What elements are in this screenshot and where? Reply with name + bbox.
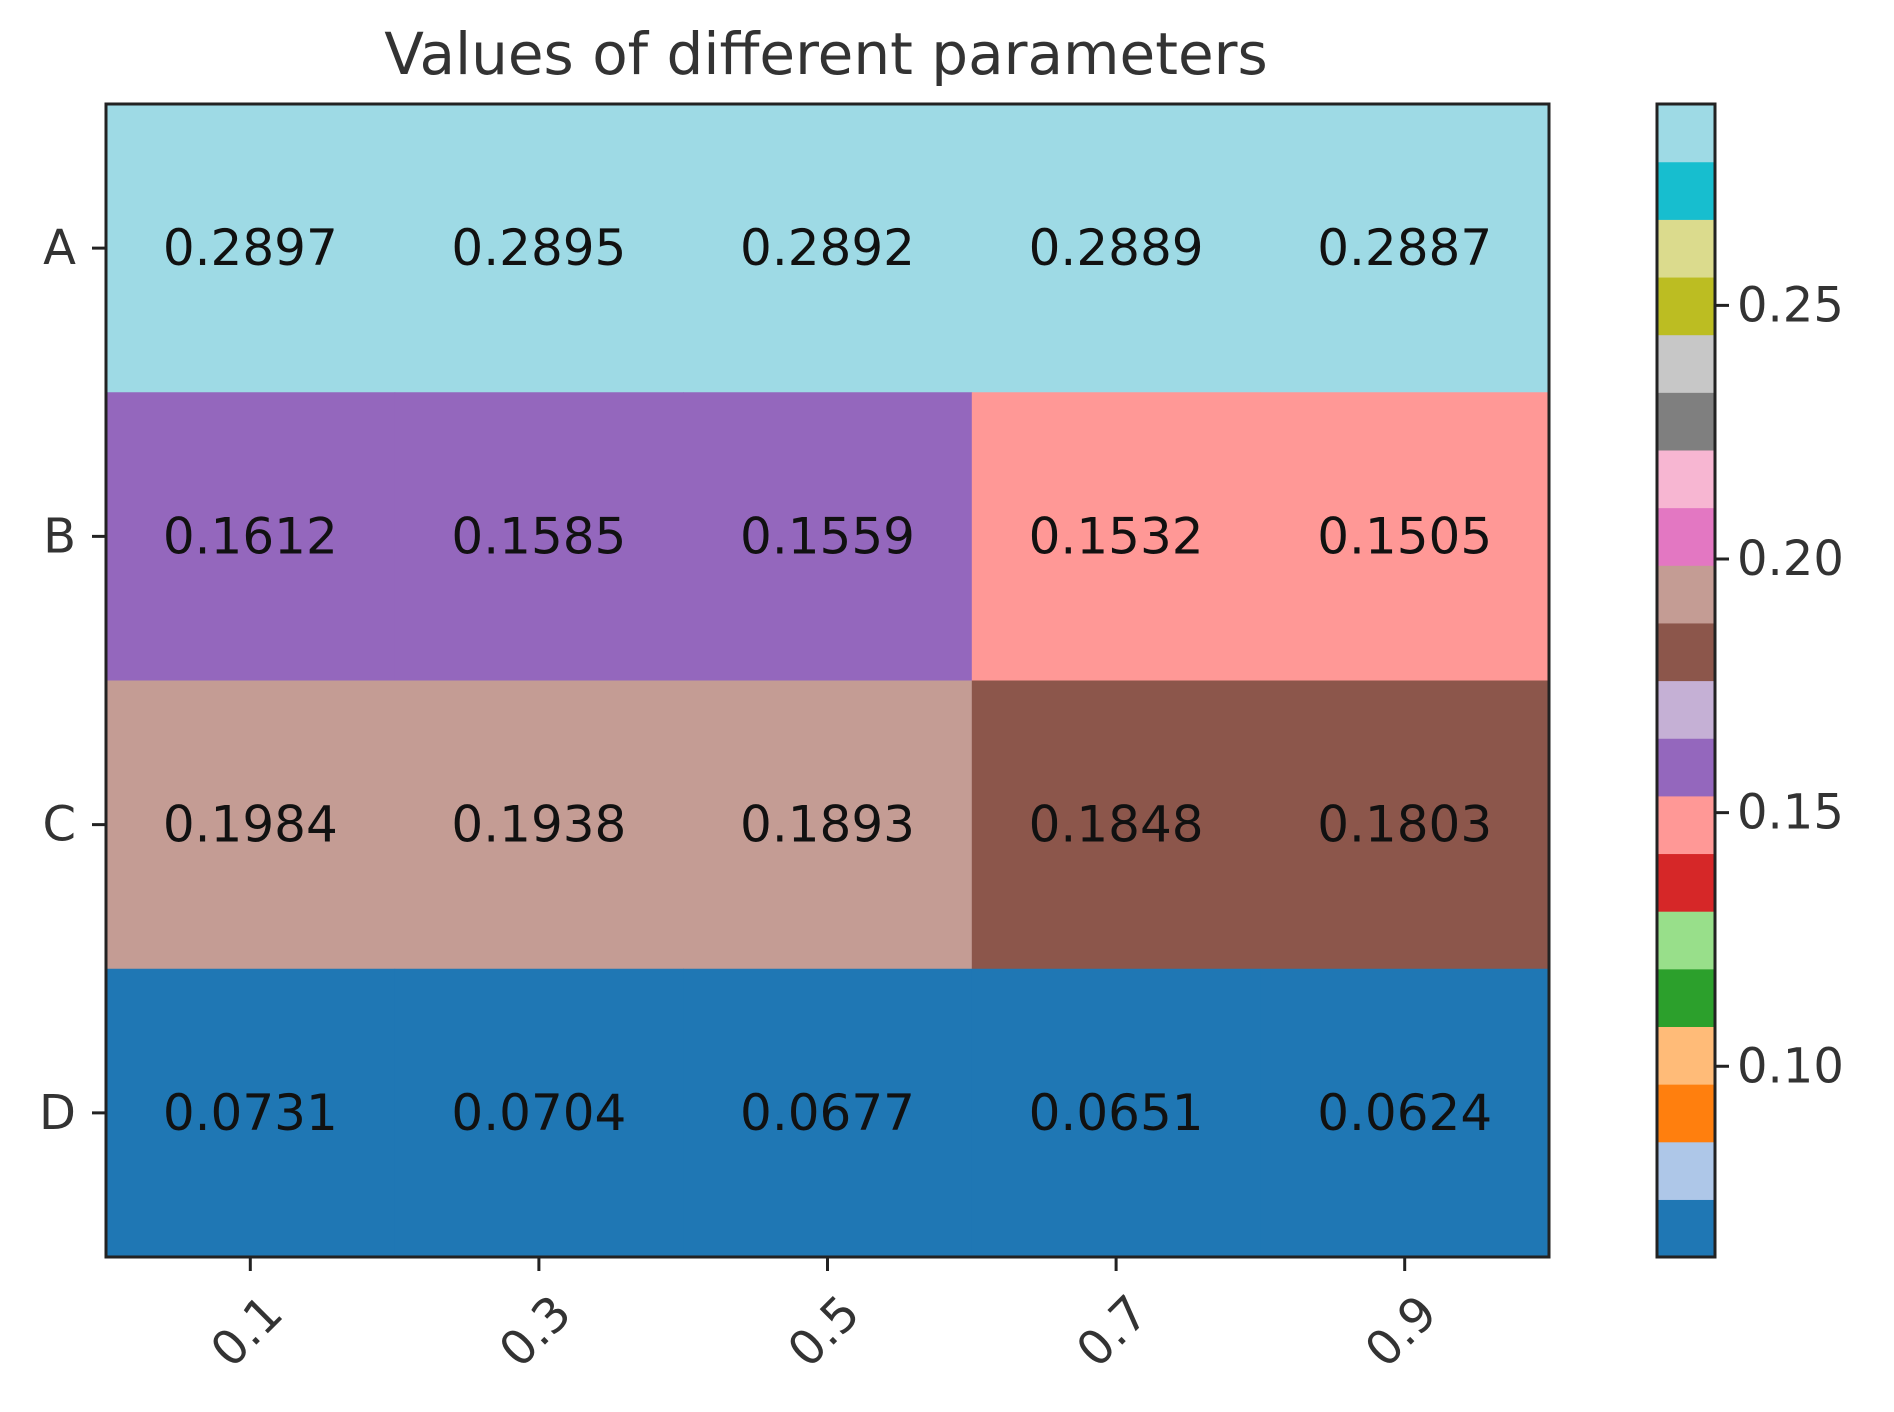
colorbar-segment xyxy=(1657,622,1715,682)
heatmap-cell xyxy=(394,968,684,1258)
colorbar-tick-label: 0.20 xyxy=(1737,531,1844,587)
heatmap-cell xyxy=(106,392,396,682)
colorbar-segment xyxy=(1657,276,1715,336)
cell-value-label: 0.1532 xyxy=(1029,507,1204,565)
heatmap-cell xyxy=(683,392,973,682)
colorbar-segment xyxy=(1657,334,1715,393)
cell-value-label: 0.0731 xyxy=(163,1084,338,1142)
colorbar-segment xyxy=(1657,795,1715,855)
heatmap-cells xyxy=(106,104,1550,1258)
heatmap-cell xyxy=(1260,104,1550,393)
x-tick-label: 0.1 xyxy=(200,1285,294,1379)
heatmap-cell xyxy=(683,104,973,393)
cell-value-label: 0.1848 xyxy=(1029,796,1204,854)
heatmap-cell xyxy=(394,392,684,682)
x-tick-label: 0.7 xyxy=(1066,1285,1160,1379)
heatmap-cell xyxy=(683,680,973,970)
y-tick-label: B xyxy=(43,508,76,564)
chart-title: Values of different parameters xyxy=(384,20,1267,88)
cell-value-label: 0.1612 xyxy=(163,507,338,565)
cell-value-label: 0.0677 xyxy=(740,1084,915,1142)
y-tick-label: A xyxy=(43,220,76,276)
heatmap-cell xyxy=(683,968,973,1258)
cell-value-label: 0.2895 xyxy=(451,219,626,277)
colorbar-segment xyxy=(1657,219,1715,278)
colorbar: 0.10 0.15 0.20 0.25 xyxy=(1655,102,1844,1259)
heatmap-cell xyxy=(106,104,396,393)
cell-value-label: 0.1505 xyxy=(1317,507,1492,565)
colorbar-segment xyxy=(1657,911,1715,970)
heatmap-cell xyxy=(971,392,1261,682)
colorbar-segment xyxy=(1657,392,1715,451)
heatmap-cell xyxy=(394,680,684,970)
colorbar-segment xyxy=(1657,1199,1715,1258)
cell-value-label: 0.2887 xyxy=(1317,219,1492,277)
y-tick-label: C xyxy=(42,797,76,853)
x-tick-label: 0.9 xyxy=(1354,1285,1448,1379)
colorbar-segment xyxy=(1657,104,1715,163)
cell-value-label: 0.1559 xyxy=(740,507,915,565)
colorbar-segment xyxy=(1657,1026,1715,1085)
colorbar-segment xyxy=(1657,853,1715,912)
heatmap-cell-labels: 0.2897 0.2895 0.2892 0.2889 0.2887 0.1612 0.15… xyxy=(163,219,1492,1142)
heatmap-cell xyxy=(1260,392,1550,682)
heatmap-cell xyxy=(971,104,1261,393)
colorbar-segment xyxy=(1657,565,1715,624)
colorbar-tick-label: 0.15 xyxy=(1737,785,1844,841)
heatmap-cell xyxy=(394,104,684,393)
cell-value-label: 0.2889 xyxy=(1029,219,1204,277)
colorbar-segment xyxy=(1657,680,1715,739)
y-axis: A B C D xyxy=(39,220,106,1141)
colorbar-tick-label: 0.10 xyxy=(1737,1038,1844,1094)
colorbar-tick-label: 0.25 xyxy=(1737,277,1844,333)
cell-value-label: 0.1585 xyxy=(451,507,626,565)
cell-value-label: 0.1984 xyxy=(163,796,338,854)
y-tick-label: D xyxy=(39,1085,76,1141)
cell-value-label: 0.0704 xyxy=(451,1084,626,1142)
heatmap-cell xyxy=(971,968,1261,1258)
colorbar-segment xyxy=(1657,968,1715,1027)
x-axis: 0.1 0.3 0.5 0.7 0.9 xyxy=(200,1257,1448,1378)
cell-value-label: 0.1893 xyxy=(740,796,915,854)
cell-value-label: 0.0624 xyxy=(1317,1084,1492,1142)
cell-value-label: 0.0651 xyxy=(1029,1084,1204,1142)
colorbar-segment xyxy=(1657,738,1715,797)
heatmap-cell xyxy=(1260,680,1550,970)
cell-value-label: 0.2897 xyxy=(163,219,338,277)
heatmap-cell xyxy=(106,968,396,1258)
cell-value-label: 0.1938 xyxy=(451,796,626,854)
colorbar-segment xyxy=(1657,449,1715,509)
colorbar-segment xyxy=(1657,507,1715,566)
colorbar-frame xyxy=(1655,102,1717,1259)
x-tick-label: 0.3 xyxy=(489,1285,583,1379)
cell-value-label: 0.1803 xyxy=(1317,796,1492,854)
heatmap-cell xyxy=(1260,968,1550,1258)
colorbar-segment xyxy=(1657,161,1715,220)
x-tick-label: 0.5 xyxy=(777,1285,871,1379)
cell-value-label: 0.2892 xyxy=(740,219,915,277)
heatmap-cell xyxy=(106,680,396,970)
colorbar-segment xyxy=(1657,1141,1715,1200)
heatmap-cell xyxy=(971,680,1261,970)
colorbar-segment xyxy=(1657,1084,1715,1143)
